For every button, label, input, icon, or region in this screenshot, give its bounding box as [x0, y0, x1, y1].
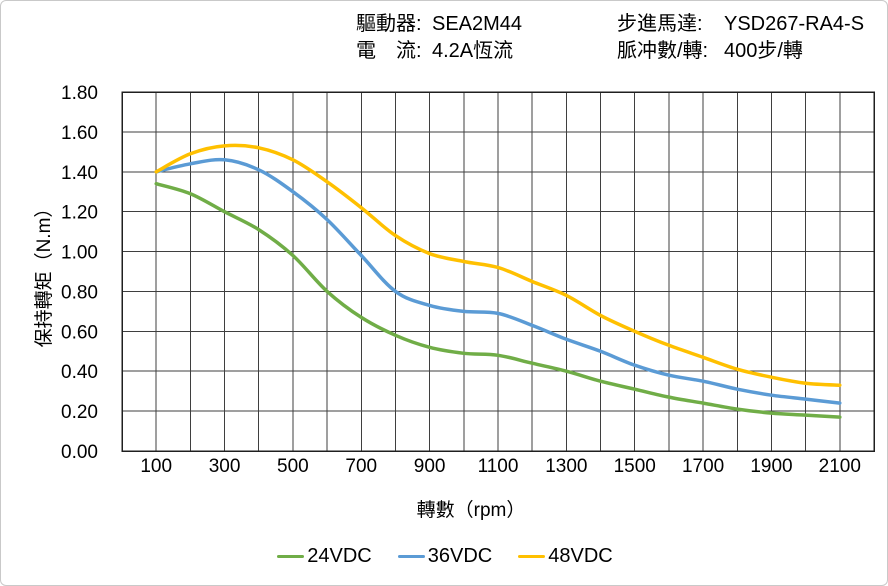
- curve-24vdc: [154, 181, 842, 419]
- x-tick-label: 1100: [478, 456, 519, 477]
- driver-value: SEA2M44: [432, 13, 523, 35]
- y-axis-title: 保持轉矩（N.m）: [34, 198, 55, 348]
- motor-label: 步進馬達:: [617, 13, 703, 35]
- y-tick-label: 1.60: [61, 123, 98, 144]
- spec-row-motor: 步進馬達: YSD267-RA4-S: [617, 11, 864, 38]
- spec-column-motor: 步進馬達: YSD267-RA4-S 脈冲數/轉: 400步/轉: [617, 11, 864, 65]
- x-tick-label: 1900: [750, 456, 792, 477]
- x-tick-label: 1500: [614, 456, 656, 477]
- x-tick-label: 1700: [682, 456, 724, 477]
- y-tick-label: 1.80: [61, 83, 98, 104]
- spec-row-current: 電 流: 4.2A恆流: [356, 38, 522, 65]
- legend-swatch-36vdc-line-icon: [397, 555, 425, 558]
- y-tick-label: 1.40: [61, 163, 98, 184]
- legend-label-48vdc: 48VDC: [548, 545, 613, 567]
- spec-row-driver: 驅動器: SEA2M44: [356, 11, 522, 38]
- tick-labels: 0.00 0.20 0.40 0.60 0.80 1.00 1.20 1.40 1.60 1.80…: [61, 83, 861, 477]
- spec-row-steps: 脈冲數/轉: 400步/轉: [617, 38, 864, 65]
- x-tick-label: 500: [277, 456, 309, 477]
- legend-swatch-24vdc-line-icon: [277, 555, 305, 558]
- grid-lines: [122, 92, 874, 451]
- x-axis-title: 轉數（rpm）: [416, 500, 526, 521]
- x-tick-label: 2100: [819, 456, 861, 477]
- y-tick-label: 0.80: [61, 282, 98, 303]
- x-tick-label: 900: [414, 456, 446, 477]
- spec-column-driver: 驅動器: SEA2M44 電 流: 4.2A恆流: [356, 11, 522, 65]
- motor-value: YSD267-RA4-S: [724, 13, 865, 35]
- y-tick-label: 1.20: [61, 203, 98, 224]
- y-tick-label: 0.00: [61, 442, 98, 463]
- curve-36vdc: [154, 157, 842, 405]
- x-tick-label: 100: [140, 456, 172, 477]
- x-tick-label: 300: [209, 456, 241, 477]
- legend-swatch-48vdc-line-icon: [518, 555, 546, 558]
- legend-item-48vdc: 48VDC: [518, 545, 613, 568]
- legend-item-24vdc: 24VDC: [277, 545, 372, 568]
- legend-label-24vdc: 24VDC: [307, 545, 372, 567]
- y-tick-label: 0.20: [61, 402, 98, 423]
- x-tick-label: 700: [345, 456, 377, 477]
- steps-label: 脈冲數/轉:: [617, 40, 709, 62]
- legend-label-36vdc: 36VDC: [427, 545, 493, 567]
- y-tick-label: 1.00: [61, 243, 98, 264]
- curve-48vdc: [154, 143, 842, 387]
- current-value: 4.2A恆流: [432, 40, 514, 62]
- plot-border: [121, 91, 875, 452]
- driver-label: 驅動器:: [356, 13, 422, 35]
- y-tick-label: 0.60: [61, 322, 98, 343]
- current-label: 電 流:: [356, 40, 422, 62]
- chart-legend: 24VDC 36VDC 48VDC: [1, 545, 887, 568]
- y-tick-label: 0.40: [61, 362, 98, 383]
- legend-item-36vdc: 36VDC: [397, 545, 493, 568]
- steps-value: 400步/轉: [724, 40, 803, 62]
- x-tick-label: 1300: [545, 456, 587, 477]
